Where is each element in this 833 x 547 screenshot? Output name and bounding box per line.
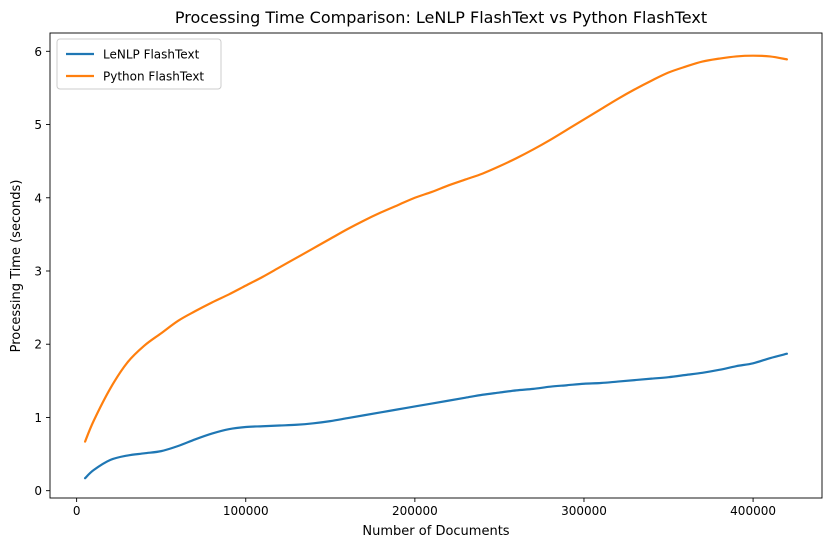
x-tick-label: 0: [73, 504, 81, 518]
x-tick-label: 200000: [392, 504, 438, 518]
y-tick-label: 5: [34, 118, 42, 132]
series-line-python-flashtext: [83, 54, 789, 443]
chart-title: Processing Time Comparison: LeNLP FlashT…: [175, 8, 707, 27]
axes-frame: [49, 32, 823, 499]
x-tick-label: 100000: [223, 504, 269, 518]
legend-box: [56, 38, 222, 90]
legend-label: Python FlashText: [103, 70, 204, 84]
x-tick-label: 400000: [730, 504, 776, 518]
y-tick-label: 3: [34, 264, 42, 278]
y-axis-label: Processing Time (seconds): [9, 180, 24, 353]
y-tick-label: 0: [34, 484, 42, 498]
series-line-lenlp-flashtext: [83, 352, 789, 480]
y-tick-label: 1: [34, 411, 42, 425]
y-tick-label: 2: [34, 338, 42, 352]
y-tick-label: 6: [34, 45, 42, 59]
plot-area: 0 100000 200000 300000 400000 0 1 2 3 4 5 6: [34, 32, 823, 518]
x-axis-label: Number of Documents: [362, 524, 509, 539]
x-tick-label: 300000: [561, 504, 607, 518]
legend-label: LeNLP FlashText: [103, 48, 200, 62]
legend: LeNLP FlashText Python FlashText: [56, 38, 222, 90]
y-tick-label: 4: [34, 191, 42, 205]
